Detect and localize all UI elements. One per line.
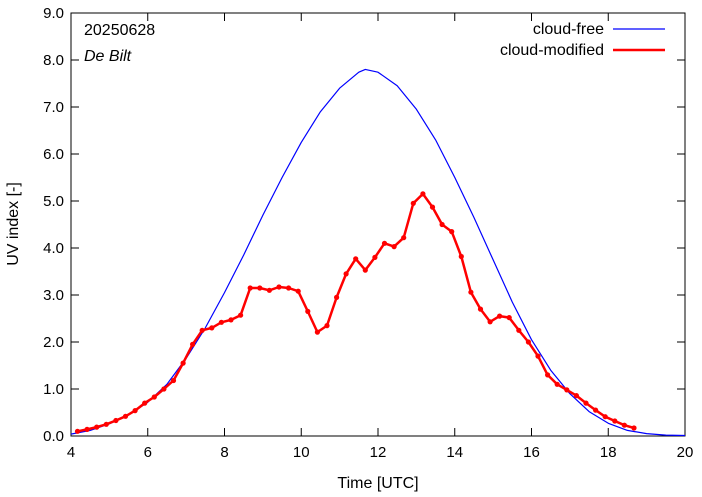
x-tick-label: 10	[293, 444, 310, 461]
data-point-cloud-modified	[631, 425, 637, 431]
data-point-cloud-modified	[401, 235, 407, 241]
y-axis-title: UV index [-]	[5, 182, 22, 266]
data-point-cloud-modified	[247, 285, 253, 291]
data-point-cloud-modified	[420, 191, 426, 197]
data-point-cloud-modified	[487, 319, 493, 325]
x-tick-label: 18	[600, 444, 617, 461]
data-point-cloud-modified	[190, 341, 196, 347]
data-point-cloud-modified	[573, 393, 580, 399]
location-annotation: De Bilt	[84, 48, 132, 65]
data-point-cloud-modified	[74, 428, 81, 434]
x-tick-label: 6	[144, 444, 152, 461]
y-tick-label: 7.0	[43, 99, 64, 116]
data-point-cloud-modified	[180, 360, 186, 366]
data-point-cloud-modified	[132, 408, 138, 414]
data-point-cloud-modified	[113, 417, 119, 424]
plot-frame	[70, 12, 686, 437]
data-point-cloud-modified	[103, 421, 109, 427]
data-point-cloud-modified	[497, 313, 503, 319]
data-point-cloud-modified	[295, 288, 301, 294]
legend-label-cloud-free: cloud-free	[533, 21, 604, 38]
data-point-cloud-modified	[151, 394, 157, 400]
data-point-cloud-modified	[122, 413, 129, 419]
data-point-cloud-modified	[564, 387, 570, 393]
data-point-cloud-modified	[602, 414, 608, 420]
data-point-cloud-modified	[468, 289, 474, 295]
data-point-cloud-modified	[545, 372, 551, 378]
x-axis-title: Time [UTC]	[337, 475, 418, 492]
data-point-cloud-modified	[209, 325, 215, 331]
data-point-cloud-modified	[554, 381, 560, 387]
series-line-cloud-modified	[77, 192, 635, 433]
data-point-cloud-modified	[84, 426, 90, 432]
data-point-cloud-modified	[199, 327, 205, 333]
data-point-cloud-modified	[305, 308, 311, 314]
data-point-cloud-modified	[324, 323, 330, 329]
data-point-cloud-modified	[506, 315, 512, 321]
data-point-cloud-modified	[161, 386, 167, 392]
series-layer	[70, 68, 686, 437]
data-point-cloud-modified	[314, 329, 320, 335]
data-point-cloud-modified	[238, 312, 244, 318]
y-tick-label: 5.0	[43, 193, 64, 210]
data-point-cloud-modified	[334, 294, 340, 300]
data-point-cloud-modified	[439, 221, 445, 228]
data-point-cloud-modified	[429, 204, 436, 210]
data-point-cloud-modified	[276, 284, 282, 290]
x-tick-label: 14	[446, 444, 463, 461]
x-tick-label: 4	[67, 444, 75, 461]
data-point-cloud-modified	[286, 285, 292, 291]
data-point-cloud-modified	[142, 400, 148, 406]
data-point-cloud-modified	[343, 271, 349, 277]
data-point-cloud-modified	[391, 244, 397, 250]
data-point-cloud-modified	[94, 424, 100, 430]
y-tick-label: 6.0	[43, 146, 64, 163]
x-tick-label: 8	[220, 444, 228, 461]
x-tick-label: 16	[523, 444, 540, 461]
y-tick-label: 2.0	[43, 334, 64, 351]
data-point-cloud-modified	[410, 200, 416, 206]
data-point-cloud-modified	[621, 422, 628, 428]
y-tick-label: 4.0	[43, 240, 64, 257]
y-tick-label: 8.0	[43, 52, 64, 69]
data-point-cloud-modified	[458, 253, 464, 260]
axis-ticks	[70, 12, 686, 437]
y-tick-label: 1.0	[43, 381, 64, 398]
data-point-cloud-modified	[218, 319, 224, 325]
y-tick-label: 9.0	[43, 5, 64, 22]
axis-tick-labels: 4 6 8 10 12 14 16 18 20 0.0 1.0 2.0 3.0 4.0 5.0 6.0 7.0 8…	[43, 5, 693, 461]
data-point-cloud-modified	[535, 353, 541, 359]
legend-label-cloud-modified: cloud-modified	[500, 42, 604, 59]
y-tick-label: 0.0	[43, 428, 64, 445]
x-tick-label: 12	[370, 444, 387, 461]
data-point-cloud-modified	[257, 285, 263, 291]
data-point-cloud-modified	[362, 267, 368, 273]
legend: cloud-free cloud-modified	[500, 21, 665, 59]
data-point-cloud-modified	[449, 229, 455, 235]
data-point-cloud-modified	[381, 240, 388, 246]
data-point-cloud-modified	[612, 418, 618, 424]
y-tick-label: 3.0	[43, 287, 64, 304]
data-point-cloud-modified	[353, 256, 359, 262]
data-point-cloud-modified	[266, 287, 272, 293]
data-point-cloud-modified	[228, 317, 234, 323]
data-point-cloud-modified	[170, 377, 177, 384]
x-tick-label: 20	[677, 444, 694, 461]
data-point-cloud-modified	[593, 407, 599, 413]
date-annotation: 20250628	[84, 22, 155, 39]
data-point-cloud-modified	[525, 339, 532, 345]
data-point-cloud-modified	[477, 306, 484, 312]
data-point-cloud-modified	[583, 400, 589, 406]
series-line-cloud-free	[70, 68, 686, 437]
data-point-cloud-modified	[516, 327, 522, 333]
data-point-cloud-modified	[372, 254, 378, 260]
